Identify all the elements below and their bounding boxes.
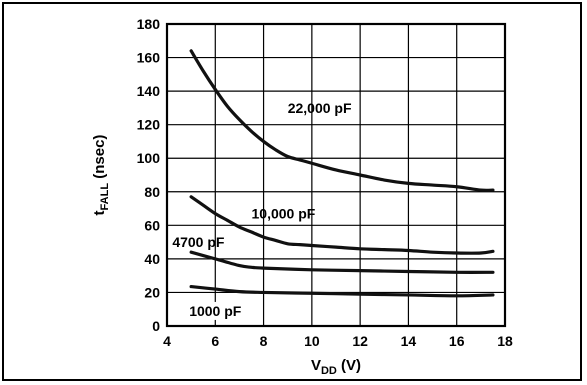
series-label-0: 22,000 pF (288, 100, 352, 116)
y-tick-label-1: 20 (144, 284, 160, 300)
series-label-1: 10,000 pF (252, 206, 316, 222)
y-tick-label-9: 180 (137, 16, 161, 32)
y-tick-labels: 0 20 40 60 80 100 120 140 160 180 (137, 16, 161, 334)
y-tick-label-7: 140 (137, 83, 161, 99)
x-tick-label-1: 6 (211, 333, 219, 349)
x-axis-label: VDD (V) (311, 357, 361, 377)
x-tick-label-3: 10 (304, 333, 320, 349)
x-axis-label-unit: (V) (337, 357, 361, 374)
y-axis-label-unit: (nsec) (91, 135, 108, 183)
y-tick-label-6: 120 (137, 117, 161, 133)
series-label-2: 4700 pF (172, 234, 225, 250)
x-tick-label-2: 8 (260, 333, 268, 349)
x-tick-label-7: 18 (497, 333, 513, 349)
y-tick-label-2: 40 (144, 251, 160, 267)
series-label-3: 1000 pF (189, 303, 242, 319)
series-line-0 (189, 49, 495, 192)
series-line-1 (189, 195, 495, 255)
y-axis-label-sub: FALL (99, 183, 111, 211)
series-line-2 (189, 250, 495, 274)
x-tick-label-0: 4 (163, 333, 171, 349)
x-tick-label-5: 14 (401, 333, 417, 349)
grid (166, 23, 506, 327)
x-tick-label-6: 16 (449, 333, 465, 349)
y-tick-label-5: 100 (137, 150, 161, 166)
y-tick-label-0: 0 (152, 318, 160, 334)
y-tick-label-3: 60 (144, 217, 160, 233)
series-line-3 (189, 284, 495, 298)
x-axis-label-sub: DD (321, 365, 337, 377)
x-tick-label-4: 12 (352, 333, 368, 349)
y-axis-label-main: t (91, 210, 108, 215)
x-axis-label-main: V (311, 357, 321, 374)
x-tick-labels: 4 6 8 10 12 14 16 18 (163, 333, 513, 349)
y-axis-label: tFALL (nsec) (91, 135, 111, 216)
y-tick-label-4: 80 (144, 184, 160, 200)
plot-border (165, 22, 507, 328)
series-labels: 22,000 pF 10,000 pF 4700 pF 1000 pF (172, 100, 352, 320)
y-tick-label-8: 160 (137, 50, 161, 66)
curves (189, 49, 495, 298)
series-label-bg-3 (179, 301, 252, 320)
